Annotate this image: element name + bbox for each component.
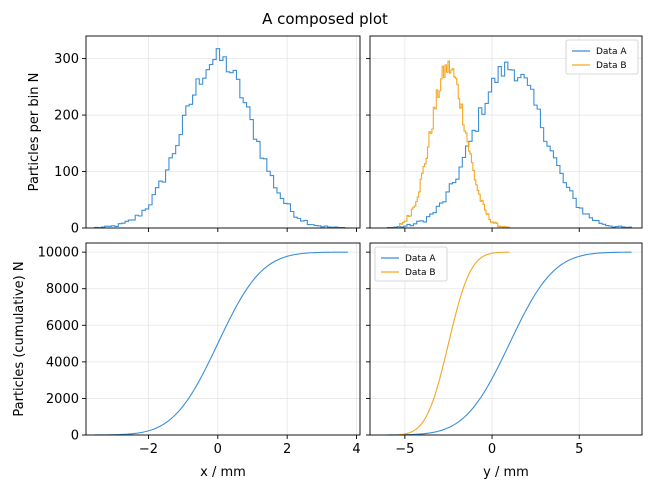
legend-label: Data B [405, 268, 436, 278]
y-tick-label: 0 [71, 429, 79, 444]
legend-label: Data A [405, 254, 436, 264]
series-line-data-a [94, 251, 348, 436]
y-tick-label: 200 [54, 109, 79, 124]
x-tick-label: 4 [352, 442, 360, 457]
y-tick-label: 2000 [46, 392, 79, 407]
x-tick-label: 0 [214, 442, 222, 457]
x-tick-label: −5 [395, 442, 414, 457]
axes-frame [369, 35, 643, 229]
series-line-data-a [387, 251, 632, 436]
x-axis-label: x / mm [200, 465, 246, 480]
y-axis-label: Particles (cumulative) N [12, 261, 27, 416]
y-tick-label: 100 [54, 165, 79, 180]
y-tick-label: 300 [54, 52, 79, 67]
x-tick-label: 0 [488, 442, 496, 457]
series-line-data-a [386, 61, 633, 229]
panel-top-right: Data A Data B [366, 35, 643, 232]
y-tick-label: 8000 [46, 282, 79, 297]
panel-top-left: 0 100 200 300 Particles per bin N [27, 35, 361, 237]
axes-frame [369, 242, 643, 436]
y-tick-label: 6000 [46, 319, 79, 334]
y-tick-label: 10000 [38, 246, 79, 261]
panel-bottom-left: −2 0 2 4 0 2000 4000 6000 8000 10000 Particles (cu… [12, 242, 361, 480]
x-tick-label: −2 [139, 442, 158, 457]
series-line-data-b [399, 251, 510, 436]
legend-label: Data A [596, 47, 627, 57]
figure-title: A composed plot [262, 10, 388, 28]
x-axis-label: y / mm [483, 465, 529, 480]
series-line-data-b [399, 60, 511, 229]
panel-bottom-right: −5 0 5 y / mm Data A Data B [366, 242, 643, 480]
x-tick-label: 2 [283, 442, 291, 457]
y-tick-label: 4000 [46, 355, 79, 370]
axes-frame [85, 242, 361, 436]
y-tick-label: 0 [71, 222, 79, 237]
legend-label: Data B [596, 61, 627, 71]
legend: Data A Data B [374, 246, 448, 282]
legend: Data A Data B [565, 39, 639, 75]
y-axis-label: Particles per bin N [27, 73, 42, 192]
series-line-data-a [94, 48, 348, 229]
x-tick-label: 5 [575, 442, 583, 457]
axes-frame [85, 35, 361, 229]
